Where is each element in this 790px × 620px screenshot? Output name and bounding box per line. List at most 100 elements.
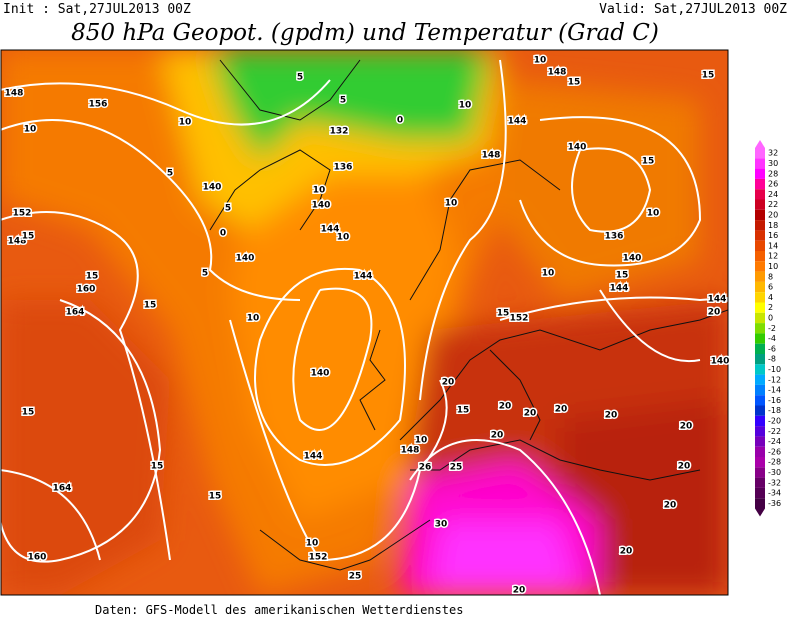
contour-label: 5	[202, 269, 208, 279]
colorbar-label: -6	[768, 344, 776, 353]
colorbar-swatch	[755, 343, 765, 354]
contour-label: 152	[309, 553, 328, 563]
contour-label: 144	[321, 225, 340, 235]
colorbar-label: 32	[768, 149, 778, 158]
contour-label: 15	[151, 462, 164, 472]
colorbar-swatch	[755, 189, 765, 200]
colorbar-swatch	[755, 436, 765, 447]
contour-label: 15	[144, 301, 157, 311]
contour-label: 144	[354, 272, 373, 282]
contour-label: 144	[304, 452, 323, 462]
colorbar-label: 10	[768, 262, 778, 271]
colorbar-swatch	[755, 467, 765, 478]
colorbar-label: 2	[768, 303, 773, 312]
colorbar-swatch	[755, 426, 765, 437]
colorbar-label: 4	[768, 293, 773, 302]
colorbar-swatch	[755, 333, 765, 344]
colorbar-label: -8	[768, 355, 776, 364]
contour-label: 5	[297, 73, 303, 83]
contour-label: 136	[605, 232, 624, 242]
contour-label: 144	[508, 117, 527, 127]
contour-label: 144	[610, 284, 629, 294]
colorbar-label: -22	[768, 427, 781, 436]
contour-label: 5	[225, 204, 231, 214]
colorbar-label: -18	[768, 406, 781, 415]
colorbar-swatch	[755, 251, 765, 262]
contour-label: 15	[22, 408, 35, 418]
contour-label: 30	[435, 520, 448, 530]
contour-label: 20	[491, 431, 504, 441]
contour-label: 15	[568, 78, 581, 88]
contour-label: 140	[236, 254, 255, 264]
contour-label: 148	[401, 446, 420, 456]
colorbar-swatch	[755, 178, 765, 190]
contour-label: 148	[5, 89, 24, 99]
contour-label: 20	[524, 409, 537, 419]
colorbar-swatch	[755, 148, 765, 159]
contour-label: 10	[247, 314, 260, 324]
colorbar-label: 12	[768, 252, 778, 261]
contour-label: 10	[313, 186, 326, 196]
colorbar-swatch	[755, 395, 765, 406]
footer: Daten: GFS-Modell des amerikanischen Wet…	[95, 603, 463, 617]
colorbar-label: 30	[768, 159, 778, 168]
colorbar-label: 14	[768, 241, 778, 250]
colorbar-swatch	[755, 415, 765, 427]
contour-label: 10	[24, 125, 37, 135]
colorbar-label: -10	[768, 365, 781, 374]
contour-label: 10	[415, 436, 428, 446]
map-title: 850 hPa Geopot. (gpdm) und Temperatur (G…	[71, 20, 659, 46]
contour-label: 140	[203, 183, 222, 193]
colorbar-label: 16	[768, 231, 778, 240]
colorbar-label: -26	[768, 447, 781, 456]
contour-label: 148	[8, 237, 27, 247]
map-frame	[0, 49, 729, 596]
contour-label: 10	[306, 539, 319, 549]
contour-label: 20	[513, 586, 526, 596]
colorbar-label: -16	[768, 396, 781, 405]
colorbar-label: -24	[768, 437, 781, 446]
contour-label: 20	[678, 462, 691, 472]
contour-label: 152	[13, 209, 32, 219]
colorbar-label: -4	[768, 334, 776, 343]
contour-label: 10	[534, 56, 547, 66]
contour-label: 140	[623, 254, 642, 264]
contour-label: 0	[397, 116, 403, 126]
colorbar-swatch	[755, 354, 765, 365]
colorbar-swatch	[755, 487, 765, 499]
contour-label: 20	[708, 308, 721, 318]
contour-label: 25	[349, 572, 362, 582]
contour-label: 25	[450, 463, 463, 473]
colorbar-swatch	[755, 292, 765, 303]
contour-label: 15	[642, 157, 655, 167]
contour-label: 20	[555, 405, 568, 415]
colorbar-swatch	[755, 477, 765, 488]
colorbar-swatch	[755, 498, 765, 509]
contour-label: 15	[22, 232, 35, 242]
colorbar-label: 26	[768, 180, 778, 189]
contour-label: 136	[334, 163, 353, 173]
contour-label: 10	[647, 209, 660, 219]
contour-label: 5	[340, 96, 346, 106]
init-time: Init : Sat,27JUL2013 00Z	[3, 2, 191, 17]
contour-label: 26	[419, 463, 432, 473]
contour-label: 140	[311, 369, 330, 379]
colorbar-label: 0	[768, 313, 773, 322]
contour-label: 160	[77, 285, 96, 295]
colorbar-label: -14	[768, 386, 781, 395]
colorbar-label: 28	[768, 169, 778, 178]
contour-label: 164	[53, 484, 72, 494]
colorbar-arrow-bottom	[755, 508, 765, 517]
contour-label: 10	[542, 269, 555, 279]
colorbar-swatch	[755, 384, 765, 396]
colorbar-swatch	[755, 312, 765, 324]
valid-time: Valid: Sat,27JUL2013 00Z	[599, 2, 787, 17]
contour-label: 15	[702, 71, 715, 81]
colorbar-label: 20	[768, 210, 778, 219]
contour-label: 15	[457, 406, 470, 416]
colorbar-label: -30	[768, 468, 781, 477]
contour-label: 10	[445, 199, 458, 209]
contour-label: 20	[442, 378, 455, 388]
